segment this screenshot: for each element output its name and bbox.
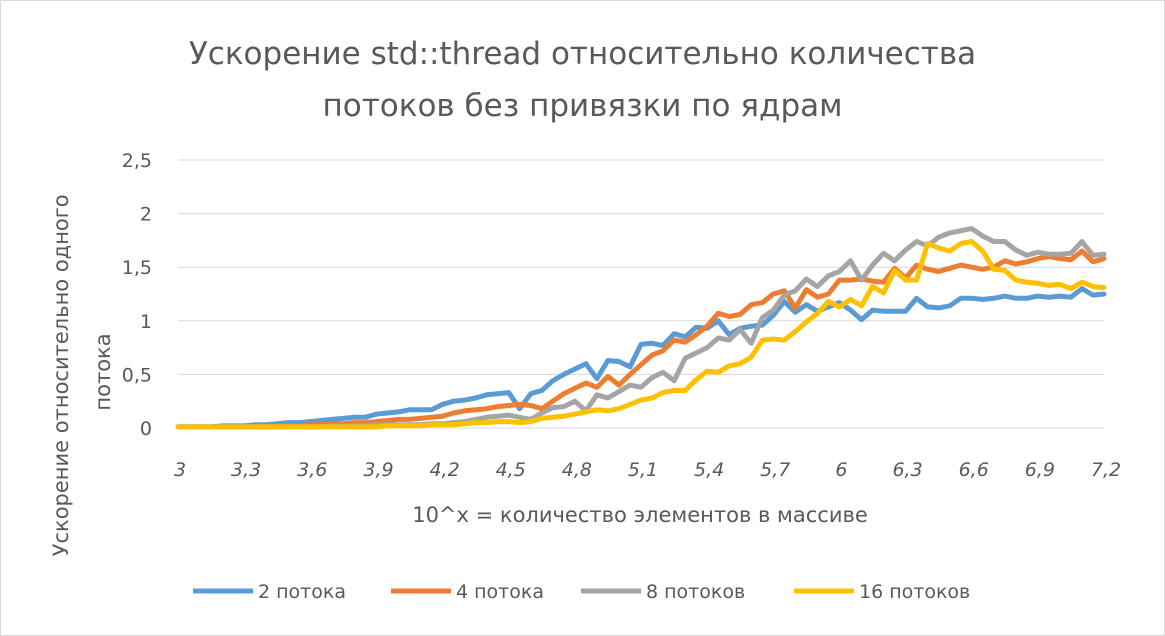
y-tick-label: 0 (140, 418, 152, 440)
legend-item: 4 потока (391, 581, 544, 603)
series-lines (175, 226, 1107, 430)
y-axis-title: Ускорение относительно одного потока (49, 188, 115, 557)
x-tick-label: 4,2 (429, 459, 459, 481)
x-tick-labels: 3 3,3 3,6 3,9 4,2 4,5 4,8 5,1 5,4 5,7 6 6,3 6,6 6,9 7,… (174, 459, 1121, 481)
y-tick-label: 2,5 (122, 150, 152, 172)
x-tick-label: 5,1 (628, 459, 658, 481)
y-axis-title-line-2: потока (91, 333, 115, 410)
series-line-4 (175, 239, 1107, 430)
legend-item: 16 потоков (794, 581, 970, 603)
x-axis-title: 10^x = количество элементов в массиве (412, 503, 868, 527)
series-line-3 (175, 226, 1107, 430)
y-axis-title-line-1: Ускорение относительно одного (49, 194, 73, 556)
series-line-1 (175, 286, 1107, 430)
x-tick-label: 6 (835, 459, 847, 481)
legend-label: 8 потоков (646, 581, 745, 603)
legend-item: 8 потоков (581, 581, 745, 603)
x-tick-label: 5,4 (694, 459, 724, 481)
x-tick-label: 3 (174, 459, 186, 481)
x-tick-label: 4,5 (496, 459, 526, 481)
x-tick-label: 5,7 (760, 459, 790, 481)
legend-item: 2 потока (193, 581, 346, 603)
legend-label: 2 потока (258, 581, 346, 603)
x-tick-label: 4,8 (562, 459, 592, 481)
x-tick-label: 3,3 (231, 459, 261, 481)
y-tick-labels: 0 0,5 1 1,5 2 2,5 (122, 150, 152, 440)
x-tick-label: 6,9 (1025, 459, 1055, 481)
y-tick-label: 0,5 (122, 364, 152, 386)
chart-title-line-2: потоков без привязки по ядрам (322, 88, 843, 124)
legend-label: 4 потока (456, 581, 544, 603)
x-tick-label: 6,3 (892, 459, 922, 481)
x-tick-label: 3,9 (363, 459, 393, 481)
chart-title: Ускорение std::thread относительно колич… (0, 28, 1165, 132)
x-tick-label: 6,6 (959, 459, 989, 481)
x-tick-label: 3,6 (297, 459, 327, 481)
chart-title-line-1: Ускорение std::thread относительно колич… (188, 36, 977, 72)
y-tick-label: 2 (140, 204, 152, 226)
y-tick-label: 1,5 (122, 257, 152, 279)
y-tick-label: 1 (140, 311, 152, 333)
legend-label: 16 потоков (859, 581, 970, 603)
gridlines (178, 159, 1104, 429)
legend: 2 потока 4 потока 8 потоков 16 потоков (193, 581, 970, 603)
x-tick-label: 7,2 (1091, 459, 1121, 481)
